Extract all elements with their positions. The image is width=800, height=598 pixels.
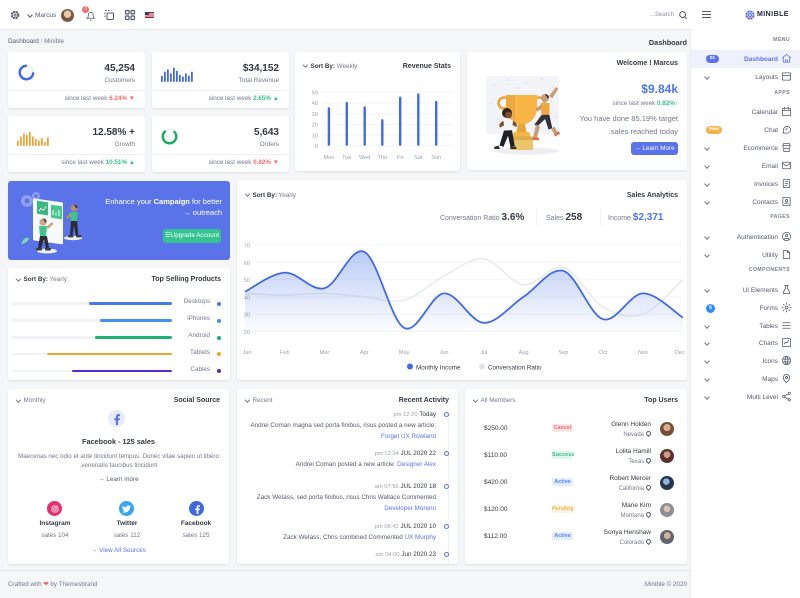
svg-text:Mar: Mar xyxy=(320,350,330,356)
svg-text:70: 70 xyxy=(244,244,250,250)
svg-text:Mon: Mon xyxy=(323,155,334,161)
svg-text:Aug: Aug xyxy=(519,350,529,356)
svg-text:60: 60 xyxy=(244,261,250,267)
svg-text:Feb: Feb xyxy=(280,350,290,356)
svg-text:40: 40 xyxy=(312,101,318,107)
svg-text:Apr: Apr xyxy=(360,350,369,356)
svg-text:May: May xyxy=(399,350,410,356)
svg-text:Jun: Jun xyxy=(439,350,448,356)
svg-text:0: 0 xyxy=(315,144,318,150)
svg-text:Sun: Sun xyxy=(431,155,441,161)
svg-text:Oct: Oct xyxy=(599,350,608,356)
svg-text:Tue: Tue xyxy=(342,155,351,161)
svg-text:Nov: Nov xyxy=(638,350,648,356)
svg-text:Jan: Jan xyxy=(242,350,251,356)
svg-text:50: 50 xyxy=(312,91,318,97)
svg-text:Monthly Income: Monthly Income xyxy=(416,365,461,372)
svg-text:Sep: Sep xyxy=(558,350,568,356)
svg-text:Jul: Jul xyxy=(480,350,487,356)
svg-text:10: 10 xyxy=(312,133,318,139)
svg-text:20: 20 xyxy=(312,123,318,129)
svg-text:Sat: Sat xyxy=(414,155,423,161)
svg-text:Conversation Ratio: Conversation Ratio xyxy=(488,365,542,372)
svg-text:Thu: Thu xyxy=(377,155,387,161)
svg-text:30: 30 xyxy=(312,112,318,118)
svg-text:50: 50 xyxy=(244,278,250,284)
svg-text:20: 20 xyxy=(244,330,250,336)
svg-text:Fri: Fri xyxy=(397,155,404,161)
svg-text:Wed: Wed xyxy=(359,155,370,161)
svg-text:Dec: Dec xyxy=(675,350,685,356)
